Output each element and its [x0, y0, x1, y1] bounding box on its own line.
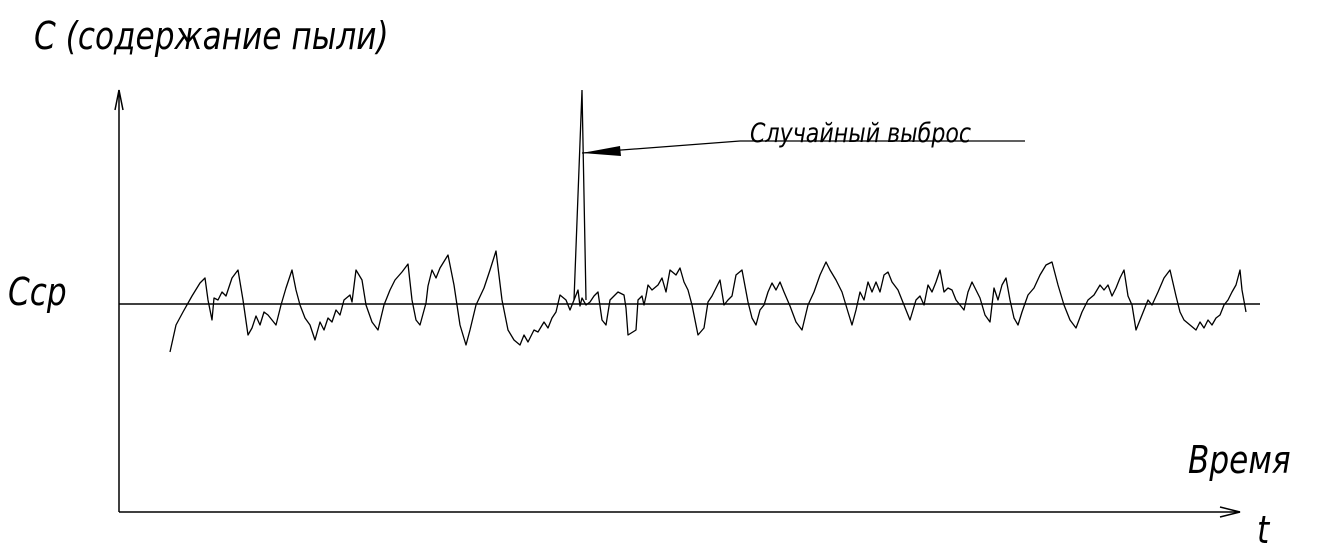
x-axis-title: Время — [1188, 438, 1291, 482]
y-axis-arrowhead — [114, 89, 124, 111]
outlier-spike — [573, 89, 587, 301]
outlier-annotation: Случайный выброс — [750, 118, 972, 149]
signal-curve — [169, 250, 1247, 353]
x-axis-arrowhead — [1219, 506, 1241, 518]
x-axis-symbol: t — [1257, 508, 1270, 552]
annotation-arrowhead — [582, 146, 621, 156]
y-axis-title: С (содержание пыли) — [34, 14, 389, 58]
mean-level-label: Сср — [8, 270, 67, 314]
